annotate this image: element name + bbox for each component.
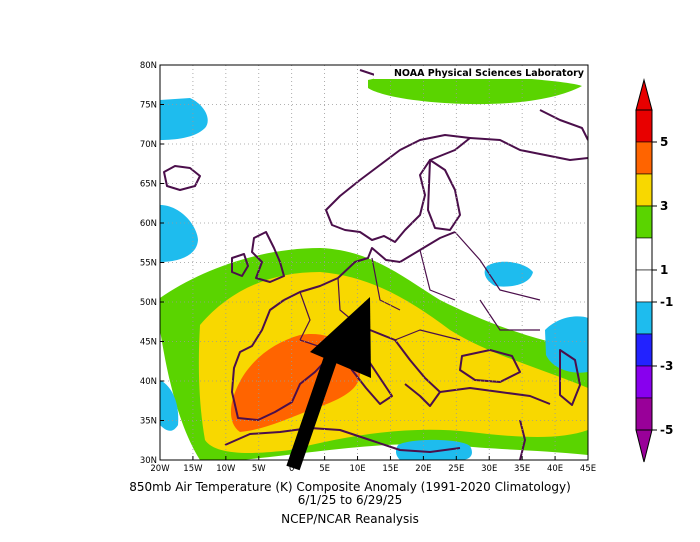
- lon-label: 10W: [216, 464, 236, 474]
- colorbar-band: [635, 205, 653, 239]
- colorbar-label: -3: [660, 359, 673, 373]
- lon-label: 15E: [382, 464, 398, 474]
- coast-north-africa: [224, 427, 461, 453]
- lon-label: 5E: [319, 464, 330, 474]
- anomaly-cyan-atlantic: [160, 205, 198, 262]
- colorbar-label: -1: [660, 295, 673, 309]
- anomaly-cyan-russia: [484, 261, 533, 287]
- coast-britain: [251, 231, 285, 283]
- lon-label: 15W: [183, 464, 203, 474]
- anomaly-cyan-middle-east: [395, 439, 472, 460]
- lat-label: 70N: [140, 140, 157, 150]
- anomaly-cyan-azores: [160, 380, 179, 431]
- coast-europe-north: [283, 231, 456, 301]
- coast-france-iberia: [231, 299, 331, 421]
- colorbar-band: [635, 365, 653, 399]
- lat-label: 60N: [140, 219, 157, 229]
- lat-label: 45N: [140, 338, 157, 348]
- longitude-labels: 20W 15W 10W 5W 0 5E 10E 15E 20E 25E 30E 35E 40E 45E: [150, 456, 596, 474]
- lon-label: 40E: [547, 464, 563, 474]
- colorbar-band: [635, 269, 653, 303]
- coast-levant: [519, 419, 526, 460]
- colorbar-label: 3: [660, 199, 668, 213]
- coast-finland: [427, 159, 461, 231]
- coast-iceland: [163, 165, 201, 191]
- caption-title: 850mb Air Temperature (K) Composite Anom…: [129, 480, 571, 494]
- colorbar-band: [635, 333, 653, 367]
- lat-label: 80N: [140, 61, 157, 71]
- lon-label: 45E: [580, 464, 596, 474]
- anomaly-cyan-iceland: [160, 98, 208, 140]
- lat-label: 50N: [140, 298, 157, 308]
- colorbar-band: [635, 173, 653, 207]
- colorbar-band: [635, 301, 653, 335]
- lon-label: 35E: [514, 464, 530, 474]
- colorbar-bands: [635, 109, 653, 431]
- coast-black-sea: [459, 349, 521, 383]
- lat-label: 30N: [140, 456, 157, 466]
- colorbar-label: 1: [660, 263, 668, 277]
- lat-label: 75N: [140, 101, 157, 111]
- colorbar-label: -5: [660, 423, 673, 437]
- lat-label: 55N: [140, 259, 157, 269]
- arrow-shaft: [286, 337, 344, 471]
- colorbar-band: [635, 237, 653, 271]
- lon-label: 25E: [448, 464, 464, 474]
- arrow-annotation: [286, 297, 371, 471]
- colorbar-label: 5: [660, 135, 668, 149]
- arrow-head: [310, 297, 371, 378]
- coast-balkans-greece: [369, 329, 441, 407]
- lon-label: 5W: [252, 464, 266, 474]
- lon-label: 20E: [415, 464, 431, 474]
- latitude-labels: 80N 75N 70N 65N 60N 55N 50N 45N 40N 35N 30N: [140, 61, 164, 466]
- lon-label: 20W: [150, 464, 170, 474]
- borders: [299, 231, 541, 351]
- lon-label: 10E: [349, 464, 365, 474]
- colorbar-bottom-triangle: [635, 429, 653, 463]
- coast-caspian: [559, 349, 581, 406]
- coast-scandinavia: [325, 134, 471, 243]
- lat-label: 40N: [140, 377, 157, 387]
- colorbar-band: [635, 397, 653, 431]
- coast-arctic-russia: [469, 137, 588, 161]
- colorbar-band: [635, 141, 653, 175]
- coast-novaya-zemlya: [539, 109, 588, 141]
- colorbar: 5 3 1 -1 -3 -5: [635, 78, 673, 463]
- coast-turkey: [439, 387, 551, 405]
- gridlines: [160, 65, 588, 460]
- anomaly-shading: [160, 72, 588, 460]
- credit-box: [374, 66, 587, 79]
- colorbar-band: [635, 109, 653, 143]
- anomaly-cyan-east: [545, 316, 588, 373]
- credit-text: NOAA Physical Sciences Laboratory: [394, 68, 585, 79]
- lon-label: 0: [289, 464, 294, 474]
- caption-dates: 6/1/25 to 6/29/25: [297, 493, 403, 507]
- caption-source: NCEP/NCAR Reanalysis: [281, 512, 419, 526]
- lon-label: 30E: [481, 464, 497, 474]
- anomaly-green-arctic: [368, 72, 582, 105]
- colorbar-labels: 5 3 1 -1 -3 -5: [652, 135, 673, 437]
- lat-label: 65N: [140, 180, 157, 190]
- coast-ireland: [231, 253, 249, 277]
- lat-label: 35N: [140, 417, 157, 427]
- colorbar-top-triangle: [635, 78, 653, 111]
